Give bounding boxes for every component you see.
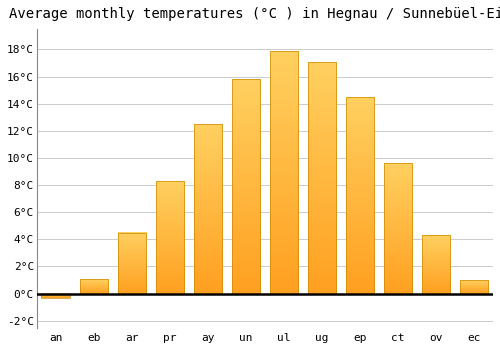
Bar	[422, 235, 450, 294]
Title: Average monthly temperatures (°C ) in Hegnau / Sunnebüel-Eich: Average monthly temperatures (°C ) in He…	[10, 7, 500, 21]
Bar	[460, 280, 488, 294]
Bar	[308, 62, 336, 294]
Bar	[384, 163, 412, 294]
Bar	[232, 79, 260, 294]
Bar	[80, 279, 108, 294]
Bar	[42, 294, 70, 298]
Bar	[346, 97, 374, 294]
Bar	[194, 124, 222, 294]
Bar	[118, 232, 146, 294]
Bar	[270, 51, 298, 294]
Bar	[156, 181, 184, 294]
